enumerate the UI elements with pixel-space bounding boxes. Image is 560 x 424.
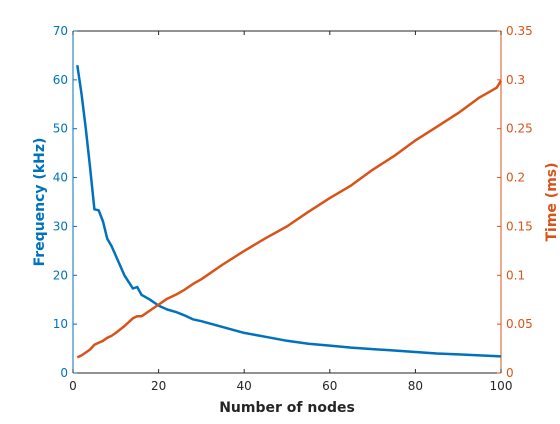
right-tick-label: 0.05 [506, 317, 533, 331]
right-axis-ticks: 0 0.05 0.1 0.15 0.2 0.25 0.3 0.35 [497, 24, 533, 380]
right-tick-label: 0.3 [506, 73, 525, 87]
left-tick-label: 60 [53, 73, 68, 87]
x-tick-label: 20 [151, 379, 166, 393]
left-tick-label: 30 [53, 219, 68, 233]
right-tick-label: 0.2 [506, 171, 525, 185]
frequency-series-line [76, 65, 502, 358]
x-tick-label: 40 [237, 379, 252, 393]
left-tick-label: 10 [53, 317, 68, 331]
left-tick-label: 40 [53, 171, 68, 185]
x-tick-label: 60 [322, 379, 337, 393]
x-axis-label: Number of nodes [219, 400, 355, 416]
time-series-line [76, 80, 503, 359]
left-axis-label: Frequency (kHz) [32, 138, 48, 267]
left-tick-label: 70 [53, 24, 68, 38]
left-tick-label: 20 [53, 268, 68, 282]
left-axis-ticks: 0 10 20 30 40 50 60 70 [53, 24, 77, 380]
left-tick-label: 50 [53, 122, 68, 136]
right-axis-label: Time (ms) [544, 162, 560, 241]
x-tick-label: 100 [490, 379, 513, 393]
plot-area [72, 30, 502, 374]
right-tick-label: 0.15 [506, 219, 533, 233]
left-tick-label: 0 [60, 366, 68, 380]
right-tick-label: 0.1 [506, 268, 525, 282]
x-axis-ticks: 0 20 40 60 80 100 [69, 31, 512, 393]
right-tick-label: 0 [506, 366, 514, 380]
series-layer [76, 65, 503, 359]
right-tick-label: 0.25 [506, 122, 533, 136]
x-tick-label: 80 [408, 379, 423, 393]
x-tick-label: 0 [69, 379, 77, 393]
right-tick-label: 0.35 [506, 24, 533, 38]
